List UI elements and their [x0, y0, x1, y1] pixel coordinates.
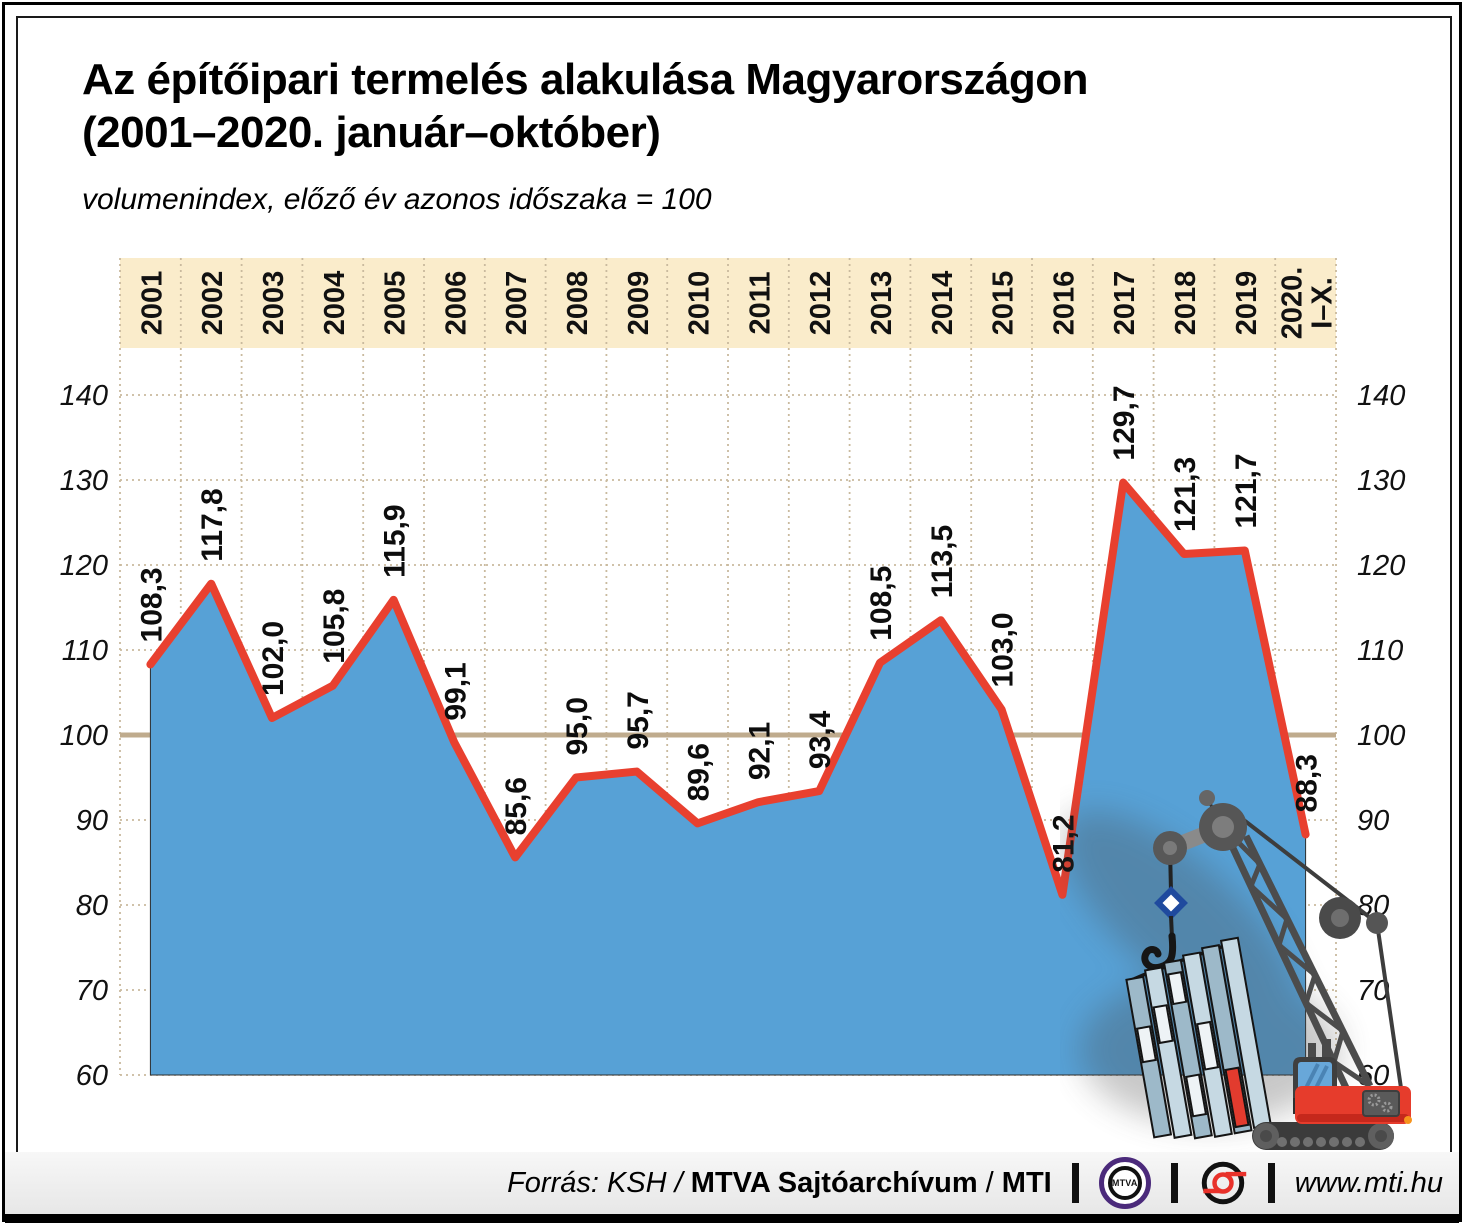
- page-title: Az építőipari termelés alakulása Magyaro…: [82, 54, 1182, 160]
- category-label: 2019: [1231, 271, 1263, 336]
- hanging-building: [1125, 936, 1272, 1140]
- ytick-label-left: 100: [60, 720, 108, 752]
- source-archive: MTVA Sajtóarchívum: [690, 1166, 978, 1199]
- category-label: 2012: [805, 271, 837, 336]
- category-label: 2005: [380, 271, 412, 336]
- ytick-label-left: 140: [60, 380, 108, 412]
- category-label: 2002: [197, 271, 229, 336]
- category-label: 2020.: [1277, 267, 1309, 340]
- mtva-logo: MTVA: [1098, 1157, 1151, 1209]
- title-line-1: Az építőipari termelés alakulása Magyaro…: [82, 55, 1089, 104]
- value-label: 108,5: [865, 566, 898, 641]
- crane-illustration: [1061, 790, 1412, 1150]
- category-label: 2017: [1109, 271, 1141, 336]
- ytick-label-right: 110: [1357, 635, 1403, 667]
- value-label: 95,0: [561, 697, 594, 755]
- value-label: 93,4: [804, 710, 837, 769]
- category-label: 2013: [866, 271, 898, 336]
- value-label: 95,7: [622, 691, 655, 749]
- source-mti: MTI: [1001, 1166, 1052, 1199]
- ytick-label-right: 90: [1357, 805, 1389, 837]
- category-label: 2015: [988, 271, 1020, 336]
- bottom-bar: [5, 1214, 1459, 1223]
- value-label: 115,9: [379, 504, 412, 577]
- category-label: 2001: [136, 271, 168, 336]
- ytick-label-left: 110: [62, 635, 108, 667]
- category-label: 2016: [1048, 271, 1080, 336]
- value-label: 88,3: [1291, 754, 1324, 812]
- footer: Forrás: KSH / MTVA Sajtóarchívum / MTI M…: [5, 1152, 1459, 1214]
- category-label: 2004: [319, 271, 351, 336]
- ytick-label-left: 70: [76, 975, 108, 1007]
- ytick-label-left: 80: [76, 890, 108, 922]
- category-label: 2006: [440, 271, 472, 336]
- source-text: Forrás: KSH / MTVA Sajtóarchívum / MTI: [507, 1167, 1052, 1200]
- page-subtitle: volumenindex, előző év azonos időszaka =…: [82, 183, 712, 216]
- ytick-label-left: 90: [76, 805, 108, 837]
- footer-divider: [1267, 1163, 1275, 1203]
- value-label: 92,1: [743, 722, 776, 780]
- value-label: 103,0: [987, 612, 1020, 687]
- value-label: 129,7: [1108, 385, 1141, 460]
- mtva-logo-inner: MTVA: [1107, 1166, 1142, 1200]
- ytick-label-right: 130: [1357, 465, 1405, 497]
- mti-logo: [1201, 1161, 1246, 1205]
- value-label: 102,0: [257, 621, 290, 696]
- ytick-label-right: 140: [1357, 380, 1405, 412]
- category-label: 2009: [623, 271, 655, 336]
- category-label: 2014: [927, 271, 959, 336]
- ytick-label-right: 100: [1357, 720, 1405, 752]
- footer-divider: [1071, 1163, 1079, 1203]
- crane-vehicle: [1252, 1039, 1412, 1150]
- value-label: 108,3: [135, 567, 168, 642]
- category-label: 2007: [501, 271, 533, 336]
- website-link[interactable]: www.mti.hu: [1294, 1166, 1443, 1199]
- value-label: 85,6: [500, 777, 533, 835]
- value-label: 89,6: [683, 743, 716, 801]
- category-label: 2010: [684, 271, 716, 336]
- value-label: 121,7: [1230, 453, 1263, 528]
- category-label: 2011: [744, 272, 776, 335]
- value-label: 99,1: [439, 662, 472, 720]
- value-label: 121,3: [1169, 457, 1202, 532]
- mtva-logo-label: MTVA: [1111, 1178, 1138, 1188]
- year-band: [120, 258, 1336, 348]
- source-separator: /: [985, 1166, 994, 1199]
- ytick-label-right: 120: [1357, 550, 1405, 582]
- footer-divider: [1170, 1163, 1178, 1203]
- ytick-label-left: 60: [76, 1060, 108, 1092]
- title-line-2: (2001–2020. január–október): [82, 107, 661, 157]
- category-label: 2008: [562, 271, 594, 336]
- value-label: 117,8: [196, 488, 229, 561]
- line-series: [146, 478, 1310, 899]
- ytick-label-left: 130: [60, 465, 108, 497]
- category-label: 2003: [258, 271, 290, 336]
- category-label: I–X.: [1307, 277, 1339, 329]
- value-label: 105,8: [318, 589, 351, 664]
- category-label: 2018: [1170, 271, 1202, 336]
- source-prefix: Forrás: KSH /: [507, 1166, 683, 1199]
- crane-boom: [1153, 790, 1403, 1094]
- ytick-label-left: 120: [60, 550, 108, 582]
- value-label: 113,5: [926, 525, 959, 598]
